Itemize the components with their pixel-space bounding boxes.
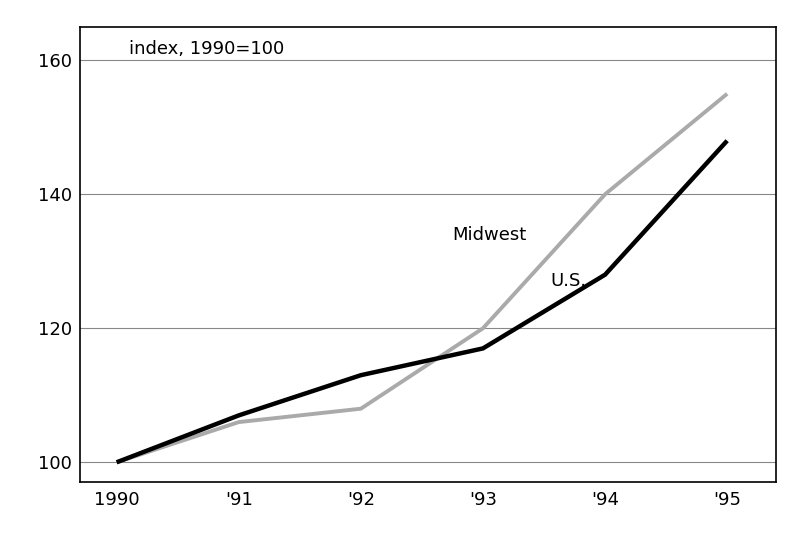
- Text: index, 1990=100: index, 1990=100: [129, 40, 284, 58]
- Text: Midwest: Midwest: [453, 226, 526, 243]
- Text: U.S.: U.S.: [550, 272, 586, 291]
